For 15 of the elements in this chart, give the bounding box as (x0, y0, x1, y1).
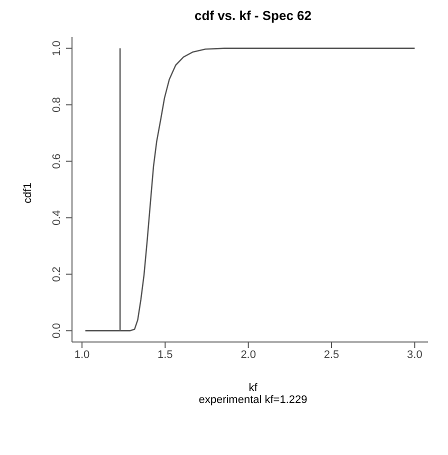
y-tick-label: 0.8 (51, 97, 63, 112)
x-tick-label: 2.0 (240, 348, 256, 361)
y-tick-label: 0.4 (51, 210, 63, 226)
y-tick-label: 1.0 (51, 40, 63, 56)
y-tick-label: 0.6 (51, 154, 63, 169)
y-tick-label: 0.0 (51, 323, 63, 338)
x-tick-label: 1.0 (74, 348, 90, 361)
x-tick-label: 1.5 (158, 348, 173, 361)
x-tick-label: 3.0 (407, 348, 422, 361)
y-tick-label: 0.2 (51, 266, 63, 282)
chart-title: cdf vs. kf - Spec 62 (193, 8, 313, 23)
text: experimental kf=1.229 (198, 394, 308, 406)
y-axis-title: cdf1 (22, 182, 34, 204)
x-tick-label: 2.5 (324, 348, 340, 361)
x-axis-title: kf (248, 382, 258, 394)
